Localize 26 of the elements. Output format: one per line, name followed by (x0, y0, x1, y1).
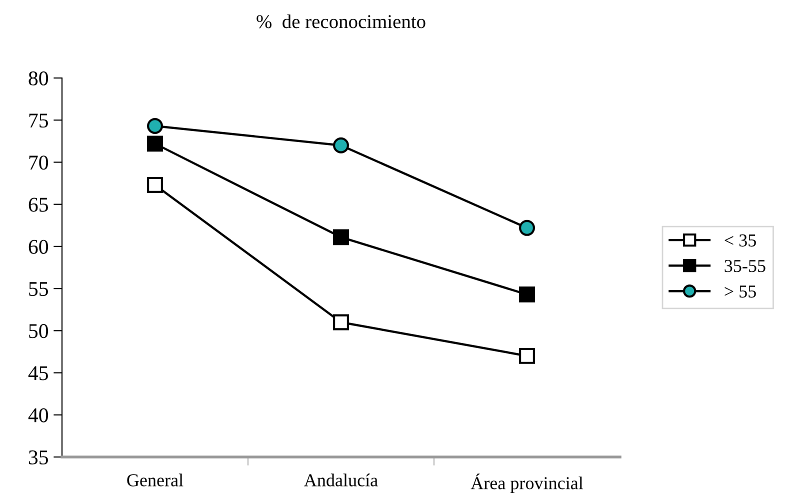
point (333, 229, 349, 246)
y-tick-label: 40 (28, 408, 48, 422)
point (333, 314, 349, 330)
y-tick-label: 45 (28, 366, 48, 380)
point (147, 118, 163, 134)
y-tick-label: 35 (28, 450, 48, 464)
y-tick-label: 60 (28, 240, 48, 254)
legend-label: 35-55 (724, 260, 766, 272)
point (147, 136, 163, 152)
y-tick-label: 55 (29, 282, 48, 296)
point (519, 348, 535, 364)
legend-label: < 35 (724, 234, 756, 247)
point (333, 137, 349, 154)
legend-label: > 55 (724, 286, 756, 298)
point (519, 286, 535, 302)
y-tick-label: 65 (28, 198, 48, 212)
y-tick-label: 75 (29, 114, 48, 128)
point (519, 220, 535, 236)
point (147, 176, 163, 193)
x-tick-label: Área provincial (470, 474, 584, 493)
x-tick-label: Andalucía (304, 474, 378, 486)
y-tick-label: 80 (28, 71, 48, 86)
y-tick-label: 50 (29, 324, 48, 338)
y-tick-label: 70 (29, 156, 48, 170)
chart-title: % de reconocimiento (256, 14, 426, 28)
x-tick-label: General (127, 474, 184, 486)
